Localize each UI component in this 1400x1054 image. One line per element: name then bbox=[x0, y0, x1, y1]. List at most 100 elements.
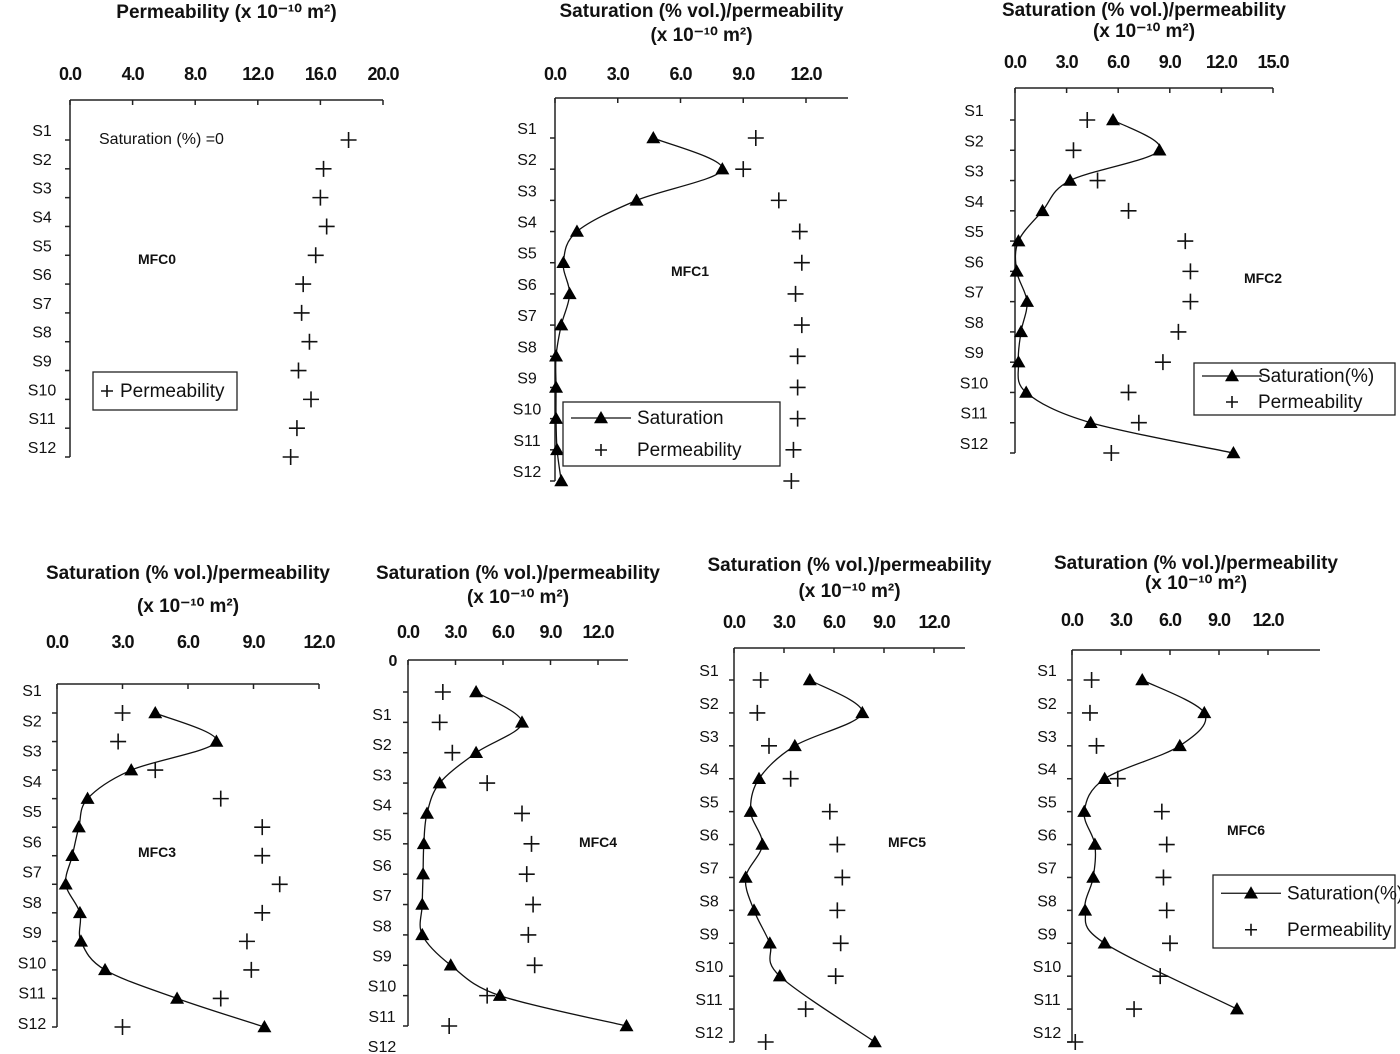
plus-marker bbox=[1155, 869, 1172, 886]
triangle-marker bbox=[72, 905, 87, 919]
x-tick-label: 3.0 bbox=[1056, 52, 1079, 72]
plus-marker bbox=[312, 189, 329, 206]
x-tick-label: 6.0 bbox=[177, 632, 200, 652]
triangle-marker bbox=[1135, 673, 1150, 686]
plus-marker bbox=[793, 317, 810, 334]
triangle-marker bbox=[1035, 203, 1050, 217]
y-tick-label: S2 bbox=[1037, 696, 1057, 713]
y-tick-label: S8 bbox=[517, 339, 537, 356]
y-tick-label: S6 bbox=[964, 254, 984, 271]
series-saturation bbox=[1009, 113, 1241, 459]
plus-marker bbox=[789, 379, 806, 396]
series-saturation bbox=[1077, 673, 1244, 1015]
plus-marker bbox=[1126, 1001, 1143, 1018]
triangle-marker bbox=[752, 771, 766, 784]
plus-marker bbox=[829, 836, 846, 853]
legend-label: Permeability bbox=[1258, 392, 1363, 413]
y-tick-label: S10 bbox=[960, 375, 989, 392]
plus-marker bbox=[101, 385, 113, 397]
plus-marker bbox=[735, 161, 752, 178]
plus-marker bbox=[782, 770, 799, 787]
plus-marker bbox=[1158, 902, 1175, 919]
y-tick-label: S4 bbox=[32, 209, 52, 226]
y-tick-label: S9 bbox=[1037, 926, 1057, 943]
triangle-marker bbox=[98, 962, 113, 976]
chart-title: Saturation (% vol.)/permeability bbox=[708, 555, 992, 576]
y-tick-label: S12 bbox=[1033, 1025, 1062, 1042]
triangle-marker bbox=[569, 224, 584, 237]
y-tick-label: S2 bbox=[22, 713, 42, 730]
x-tick-label: 3.0 bbox=[1110, 610, 1133, 630]
plus-marker bbox=[1177, 233, 1194, 250]
series-line bbox=[1014, 119, 1234, 454]
triangle-marker bbox=[1086, 870, 1101, 883]
chart-panel-mfc2: Saturation (% vol.)/permeability(x 10⁻¹⁰… bbox=[960, 0, 1396, 461]
panel-label: MFC6 bbox=[1227, 822, 1265, 838]
triangle-marker bbox=[1019, 385, 1034, 398]
y-tick-label: S8 bbox=[964, 315, 984, 332]
series-permeability bbox=[1065, 112, 1199, 461]
legend-label: Saturation(%) bbox=[1258, 366, 1374, 387]
y-tick-label: S1 bbox=[964, 103, 984, 120]
y-tick-label: S4 bbox=[1037, 762, 1057, 779]
x-tick-label: 0.0 bbox=[46, 632, 69, 652]
plus-marker bbox=[832, 935, 849, 952]
y-tick-label: S10 bbox=[28, 382, 57, 399]
y-tick-label: S3 bbox=[699, 729, 719, 746]
y-tick-label: S6 bbox=[517, 277, 537, 294]
plus-marker bbox=[821, 803, 838, 820]
y-tick-label: S8 bbox=[32, 325, 52, 342]
plus-marker bbox=[793, 254, 810, 271]
triangle-marker bbox=[1087, 837, 1102, 850]
y-tick-label: S9 bbox=[517, 370, 537, 387]
chart-panel-mfc5: Saturation (% vol.)/permeability (x 10⁻¹⁰… bbox=[695, 555, 992, 1050]
y-tick-label: S8 bbox=[699, 893, 719, 910]
series-line bbox=[419, 691, 627, 1027]
chart-panel-mfc0: Permeability (x 10⁻¹⁰ m²) 0.0 4.0 8.0 12.0 16… bbox=[28, 2, 400, 465]
plus-marker bbox=[254, 904, 271, 921]
series-line bbox=[744, 679, 876, 1043]
y-tick-label: S12 bbox=[18, 1016, 47, 1033]
plus-marker bbox=[318, 218, 335, 235]
triangle-marker bbox=[738, 870, 753, 883]
triangle-marker bbox=[1020, 294, 1035, 307]
series-permeability bbox=[735, 130, 810, 489]
series-saturation bbox=[58, 706, 272, 1033]
plus-marker bbox=[1130, 414, 1147, 431]
plus-marker bbox=[479, 987, 496, 1004]
triangle-marker bbox=[556, 255, 571, 268]
y-tick-label: S9 bbox=[22, 925, 42, 942]
legend-box bbox=[1193, 362, 1396, 416]
x-tick-label: 0.0 bbox=[1004, 52, 1027, 72]
series-permeability bbox=[1067, 672, 1178, 1050]
legend-label: Permeability bbox=[120, 381, 225, 402]
panel-label: MFC0 bbox=[138, 251, 176, 267]
y-tick-label: S5 bbox=[372, 828, 392, 845]
y-tick-label: S7 bbox=[1037, 860, 1057, 877]
y-tick-label: S5 bbox=[964, 224, 984, 241]
triangle-marker bbox=[469, 685, 484, 698]
plus-marker bbox=[1154, 354, 1171, 371]
y-tick-label: S1 bbox=[372, 707, 392, 724]
x-tick-label: 6.0 bbox=[1159, 610, 1182, 630]
legend: Saturation Permeability bbox=[562, 401, 781, 467]
plus-marker bbox=[1182, 293, 1199, 310]
y-tick-label: S6 bbox=[699, 828, 719, 845]
plus-marker bbox=[1103, 445, 1120, 461]
triangle-marker bbox=[867, 1035, 882, 1048]
y-tick-label: S10 bbox=[513, 402, 542, 419]
x-tick-label: 9.0 bbox=[539, 622, 562, 642]
series-permeability bbox=[431, 684, 543, 1034]
triangle-marker bbox=[1226, 446, 1241, 459]
triangle-marker bbox=[550, 442, 565, 456]
y-tick-label: S1 bbox=[22, 683, 42, 700]
y-tick-label: S9 bbox=[32, 354, 52, 371]
triangle-marker bbox=[562, 286, 577, 300]
x-tick-label: 3.0 bbox=[111, 632, 134, 652]
y-tick-label: S4 bbox=[964, 194, 984, 211]
x-tick-label: 6.0 bbox=[1107, 52, 1130, 72]
plus-marker bbox=[307, 247, 324, 264]
legend: Saturation(%) Permeability bbox=[1212, 874, 1400, 949]
chart-title: (x 10⁻¹⁰ m²) bbox=[650, 25, 752, 46]
x-tick-label: 12.0 bbox=[582, 622, 614, 642]
